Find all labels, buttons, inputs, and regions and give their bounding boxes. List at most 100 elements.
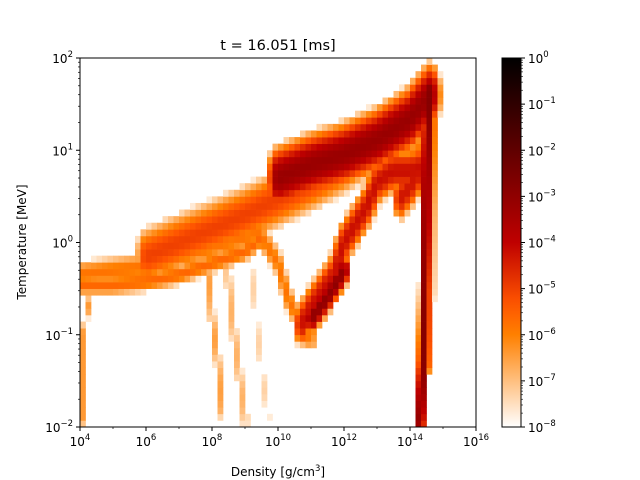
heatmap-cell <box>410 170 416 177</box>
heatmap-cell <box>415 77 422 85</box>
heatmap-cell <box>91 262 97 270</box>
heatmap-cell <box>157 229 163 237</box>
heatmap-cell <box>289 176 295 184</box>
heatmap-cell <box>80 341 86 349</box>
heatmap-cell <box>80 275 86 283</box>
heatmap-cell <box>355 123 361 131</box>
heatmap-cell <box>256 196 262 204</box>
heatmap-cell <box>223 209 229 217</box>
heatmap-cell <box>377 137 383 145</box>
heatmap-cell <box>421 84 427 92</box>
heatmap-cell <box>300 328 306 336</box>
heatmap-cell <box>311 308 317 316</box>
heatmap-cell <box>206 209 213 217</box>
heatmap-cell <box>278 196 284 204</box>
heatmap-cell <box>426 275 433 283</box>
heatmap-cell <box>146 262 152 270</box>
heatmap-cell <box>223 242 229 250</box>
y-axis-ticks: 10−2 10−1 100 101 102 <box>45 50 80 435</box>
heatmap-cell <box>366 216 372 224</box>
heatmap-cell <box>217 216 224 224</box>
heatmap-cell <box>289 150 295 158</box>
heatmap-cell <box>239 400 246 408</box>
heatmap-cell <box>377 183 383 191</box>
heatmap-cell <box>388 189 394 197</box>
heatmap-cell <box>261 196 268 204</box>
heatmap-cell <box>349 156 356 164</box>
heatmap-cell <box>349 123 356 131</box>
heatmap-cell <box>267 196 273 204</box>
heatmap-cell <box>168 216 174 224</box>
heatmap-cell <box>344 229 350 237</box>
heatmap-cell <box>267 163 273 171</box>
heatmap-cell <box>432 110 438 118</box>
heatmap-cell <box>327 301 334 309</box>
heatmap-cell <box>382 189 389 197</box>
heatmap-cell <box>426 176 433 184</box>
heatmap-cell <box>322 314 328 322</box>
heatmap-cell <box>217 394 224 401</box>
heatmap-cell <box>399 209 405 217</box>
heatmap-cell <box>311 314 317 322</box>
heatmap-cell <box>360 137 367 145</box>
heatmap-cell <box>173 222 180 230</box>
heatmap-cell <box>410 163 416 171</box>
heatmap-cell <box>333 137 339 145</box>
heatmap-cell <box>283 163 290 171</box>
heatmap-cell <box>206 275 213 283</box>
heatmap-cell <box>135 275 141 283</box>
heatmap-cell <box>333 262 339 270</box>
heatmap-cell <box>415 176 422 184</box>
heatmap-cell <box>415 295 422 303</box>
heatmap-cell <box>300 189 306 197</box>
heatmap-cell <box>421 90 427 98</box>
heatmap-cell <box>305 130 312 138</box>
heatmap-cell <box>344 255 350 263</box>
heatmap-cell <box>426 249 433 257</box>
heatmap-cell <box>393 209 400 217</box>
heatmap-cell <box>432 249 438 257</box>
heatmap-cell <box>311 130 317 138</box>
heatmap-cell <box>250 222 257 230</box>
heatmap-cell <box>102 268 108 276</box>
heatmap-cell <box>223 268 229 276</box>
heatmap-cell <box>305 209 312 217</box>
heatmap-cell <box>239 189 246 197</box>
heatmap-cell <box>421 407 427 415</box>
heatmap-cell <box>294 176 301 184</box>
heatmap-cell <box>80 407 86 415</box>
heatmap-cell <box>278 170 284 177</box>
heatmap-cell <box>195 268 202 276</box>
heatmap-cell <box>195 262 202 270</box>
heatmap-cell <box>294 301 301 309</box>
heatmap-cell <box>355 137 361 145</box>
heatmap-cell <box>206 202 213 210</box>
heatmap-cell <box>355 229 361 237</box>
heatmap-cell <box>415 282 422 289</box>
heatmap-cell <box>96 262 103 270</box>
heatmap-cell <box>283 170 290 177</box>
heatmap-cell <box>426 71 433 79</box>
heatmap-cell <box>250 209 257 217</box>
colorbar-tick-label: 10−7 <box>528 373 556 389</box>
heatmap-cell <box>415 156 422 164</box>
heatmap-cell <box>135 288 141 296</box>
heatmap-cell <box>366 183 372 191</box>
heatmap-cell <box>239 202 246 210</box>
heatmap-cell <box>179 235 185 243</box>
heatmap-cell <box>366 202 372 210</box>
heatmap-cell <box>421 71 427 79</box>
heatmap-cell <box>366 222 372 230</box>
heatmap-cell <box>311 334 317 342</box>
heatmap-cell <box>432 176 438 184</box>
heatmap-cell <box>410 130 416 138</box>
heatmap-cell <box>366 189 372 197</box>
heatmap-cell <box>289 301 295 309</box>
heatmap-cell <box>349 202 356 210</box>
heatmap-cell <box>305 314 312 322</box>
heatmap-cell <box>206 262 213 270</box>
heatmap-cell <box>333 189 339 197</box>
heatmap-cell <box>349 117 356 125</box>
heatmap-cell <box>179 229 185 237</box>
